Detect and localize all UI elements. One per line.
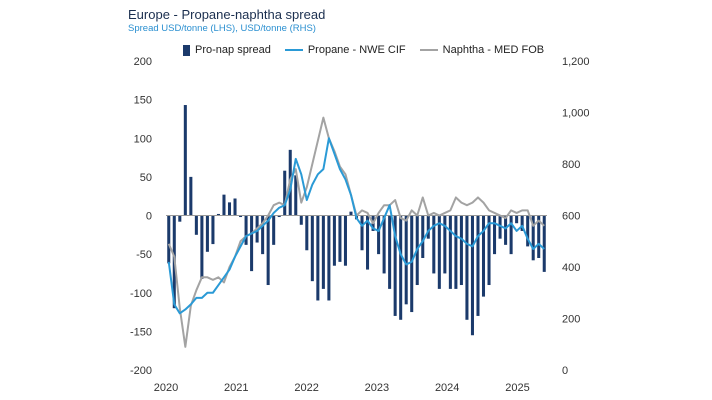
y-left-tick-label: 200 <box>134 56 152 68</box>
spread-bar <box>498 215 502 239</box>
spread-bar <box>227 202 232 216</box>
spread-bar <box>454 215 458 289</box>
y-left-tick-label: -50 <box>136 249 152 261</box>
legend-item-naphtha: Naphtha - MED FOB <box>419 44 545 56</box>
y-right-tick-label: 600 <box>562 211 580 223</box>
y-left-tick-label: -100 <box>130 288 152 300</box>
spread-bar <box>211 215 215 245</box>
spread-bar <box>233 198 237 216</box>
chart-legend: Pro-nap spread Propane - NWE CIF Naphtha… <box>183 44 558 56</box>
chart-title: Europe - Propane-naphtha spread <box>128 7 326 22</box>
chart-subtitle: Spread USD/tonne (LHS), USD/tonne (RHS) <box>128 23 316 34</box>
spread-bar <box>305 215 309 251</box>
x-tick-label: 2025 <box>505 382 529 394</box>
spread-bar <box>360 215 364 251</box>
spread-bar <box>321 215 325 289</box>
y-left-tick-label: 0 <box>146 211 152 223</box>
spread-bar <box>327 215 331 301</box>
spread-bar <box>349 211 353 216</box>
y-right-tick-label: 200 <box>562 314 580 326</box>
spread-bar <box>216 213 220 216</box>
y-left-tick-label: 50 <box>140 172 152 184</box>
spread-bar <box>481 215 486 297</box>
x-tick-label: 2023 <box>365 382 389 394</box>
spread-bar <box>332 215 336 266</box>
spread-bar <box>294 175 298 216</box>
spread-bar <box>476 215 480 316</box>
spread-bar <box>194 215 198 235</box>
spread-bar <box>504 215 508 245</box>
spread-bar <box>261 215 265 255</box>
spread-bar <box>183 105 187 216</box>
spread-bar <box>526 215 530 247</box>
spread-bar <box>520 215 524 231</box>
legend-label-spread: Pro-nap spread <box>195 44 271 56</box>
spread-bar <box>299 215 303 225</box>
spread-bar <box>277 215 281 218</box>
spread-bar <box>509 215 513 255</box>
spread-bar <box>404 215 408 305</box>
spread-bar <box>421 215 425 258</box>
spread-bar <box>399 215 403 320</box>
spread-bar <box>465 215 469 320</box>
y-left-tick-label: -150 <box>130 326 152 338</box>
legend-swatch-naphtha <box>419 49 438 51</box>
spread-bar <box>382 215 386 274</box>
x-tick-label: 2020 <box>154 382 178 394</box>
legend-label-naphtha: Naphtha - MED FOB <box>442 44 545 56</box>
spread-bar <box>542 215 546 272</box>
x-tick-label: 2022 <box>294 382 318 394</box>
spread-bar <box>537 215 541 258</box>
y-right-tick-label: 0 <box>562 365 568 377</box>
spread-bar <box>426 215 430 239</box>
spread-bar <box>239 215 243 218</box>
spread-bar <box>338 215 342 262</box>
propane-nwe-cif-line <box>167 137 545 315</box>
y-right-tick-label: 1,200 <box>562 56 590 68</box>
spread-bar <box>205 215 209 252</box>
spread-bar <box>515 215 519 224</box>
spread-bar <box>393 215 397 316</box>
spread-bar <box>283 170 287 216</box>
spread-bar <box>272 215 276 245</box>
legend-item-spread: Pro-nap spread <box>183 44 271 56</box>
spread-bar <box>250 215 254 272</box>
spread-bar <box>470 215 474 336</box>
spread-bar <box>432 215 436 274</box>
y-right-tick-label: 400 <box>562 262 580 274</box>
x-tick-label: 2024 <box>435 382 459 394</box>
spread-bar <box>410 215 414 313</box>
spread-bar <box>531 215 535 261</box>
spread-bar <box>222 194 226 216</box>
spread-bar <box>200 215 204 279</box>
spread-bar <box>377 215 381 255</box>
spread-bar <box>167 215 171 264</box>
y-left-tick-label: 150 <box>134 95 152 107</box>
spread-bar <box>487 215 491 286</box>
spread-bar <box>388 215 392 289</box>
legend-swatch-spread <box>183 44 190 56</box>
spread-bar <box>493 215 497 255</box>
spread-bar <box>310 215 314 282</box>
spread-bar <box>178 215 182 222</box>
x-tick-label: 2021 <box>224 382 248 394</box>
y-left-tick-label: -200 <box>130 365 152 377</box>
spread-bar <box>266 215 270 286</box>
y-right-tick-label: 800 <box>562 159 580 171</box>
spread-bar <box>316 215 320 301</box>
spread-bar <box>189 176 193 216</box>
spread-bar <box>437 215 441 289</box>
legend-label-propane: Propane - NWE CIF <box>307 44 406 56</box>
legend-swatch-propane <box>284 49 303 51</box>
spread-bar <box>448 215 452 289</box>
y-right-tick-label: 1,000 <box>562 108 590 120</box>
spread-bar <box>459 215 463 286</box>
legend-item-propane: Propane - NWE CIF <box>284 44 406 56</box>
spread-bar <box>443 215 447 274</box>
spread-bar <box>366 215 370 270</box>
spread-bar <box>244 215 248 245</box>
spread-bar <box>343 215 347 266</box>
y-left-tick-label: 100 <box>134 133 152 145</box>
